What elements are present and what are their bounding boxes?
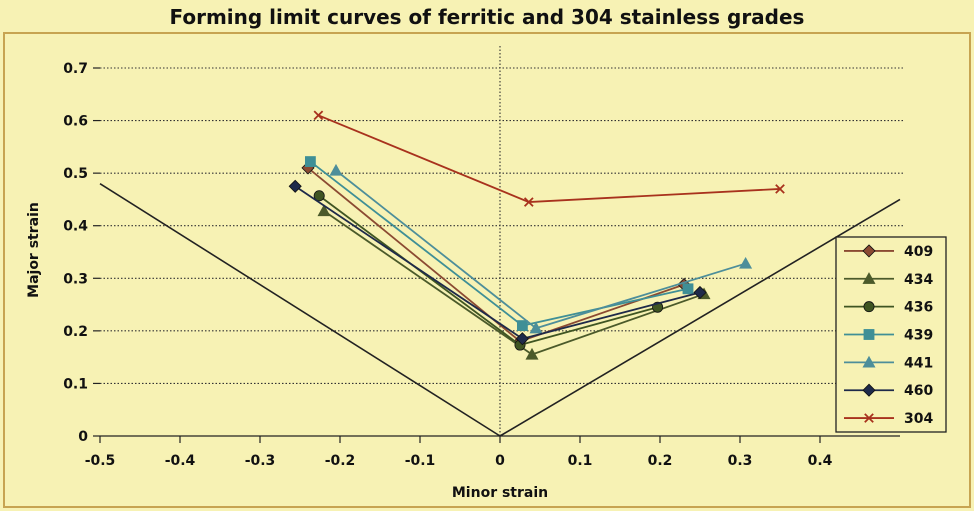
axis-layer: 0 0.1 0.2 0.3 0.4 0.5 0.6 0.7 -0.5 -0.4 -0.3 -0.2 -0… [63,61,901,469]
y-tick-label: 0.2 [63,324,88,340]
data-point-460 [693,285,707,300]
reference-line [99,182,501,437]
legend-marker-439 [863,329,875,340]
x-tick-label: -0.1 [405,453,436,469]
legend-label-436: 436 [904,300,933,316]
legend-label-304: 304 [904,411,933,427]
reference-line [499,198,901,437]
y-axis-title: Major strain [26,202,42,298]
data-point-434 [317,204,331,217]
x-marker-stroke [775,184,785,194]
data-point-460 [515,332,529,346]
y-tick-label: 0 [78,429,88,445]
y-tick-label: 0.3 [63,271,88,287]
legend-label-441: 441 [904,355,933,371]
data-point-441 [739,256,753,269]
data-point-439 [304,156,316,167]
x-tick-label: -0.5 [85,453,116,469]
x-marker-stroke [864,413,874,423]
series-304 [313,110,785,207]
legend-marker-436 [863,301,875,313]
data-point-436 [313,190,325,202]
legend: 409 434 436 439 441 460 304 [835,236,947,433]
legend-marker-409 [862,244,876,258]
legend-label-460: 460 [904,383,933,399]
x-tick-label: 0.1 [568,453,593,469]
legend-label-439: 439 [904,328,933,344]
x-marker-stroke [313,110,324,121]
y-tick-label: 0.7 [63,61,88,77]
y-tick-label: 0.5 [63,166,88,182]
x-tick-label: -0.4 [165,453,196,469]
data-point-439 [516,320,528,331]
chart-frame [3,32,971,508]
x-tick-label: -0.3 [245,453,276,469]
x-tick-label: 0.4 [808,453,833,469]
x-tick-label: -0.2 [325,453,356,469]
x-tick-label: 0.3 [728,453,753,469]
data-point-304 [523,197,534,207]
chart-title: Forming limit curves of ferritic and 304… [170,5,805,29]
data-point-304 [775,184,785,194]
series-layer [288,110,785,360]
x-tick-label: 0.2 [648,453,673,469]
x-axis-title: Minor strain [452,485,548,501]
data-point-441 [329,163,343,176]
y-tick-label: 0.6 [63,114,88,130]
grid-layer [100,46,905,436]
series-439 [304,156,694,331]
legend-marker-441 [862,355,876,368]
legend-marker-460 [862,383,876,397]
x-marker-stroke [523,197,534,207]
legend-marker-304 [864,413,874,423]
legend-marker-434 [862,272,876,284]
x-tick-label: 0 [495,453,505,469]
data-point-441 [529,321,543,334]
data-point-460 [288,179,302,193]
legend-label-409: 409 [904,244,933,260]
y-tick-label: 0.4 [63,219,88,235]
series-441 [329,163,753,334]
y-tick-label: 0.1 [63,376,88,392]
series-460 [288,179,707,346]
legend-label-434: 434 [904,272,933,288]
data-point-304 [313,110,324,121]
data-point-434 [525,347,539,360]
data-point-439 [682,283,694,295]
